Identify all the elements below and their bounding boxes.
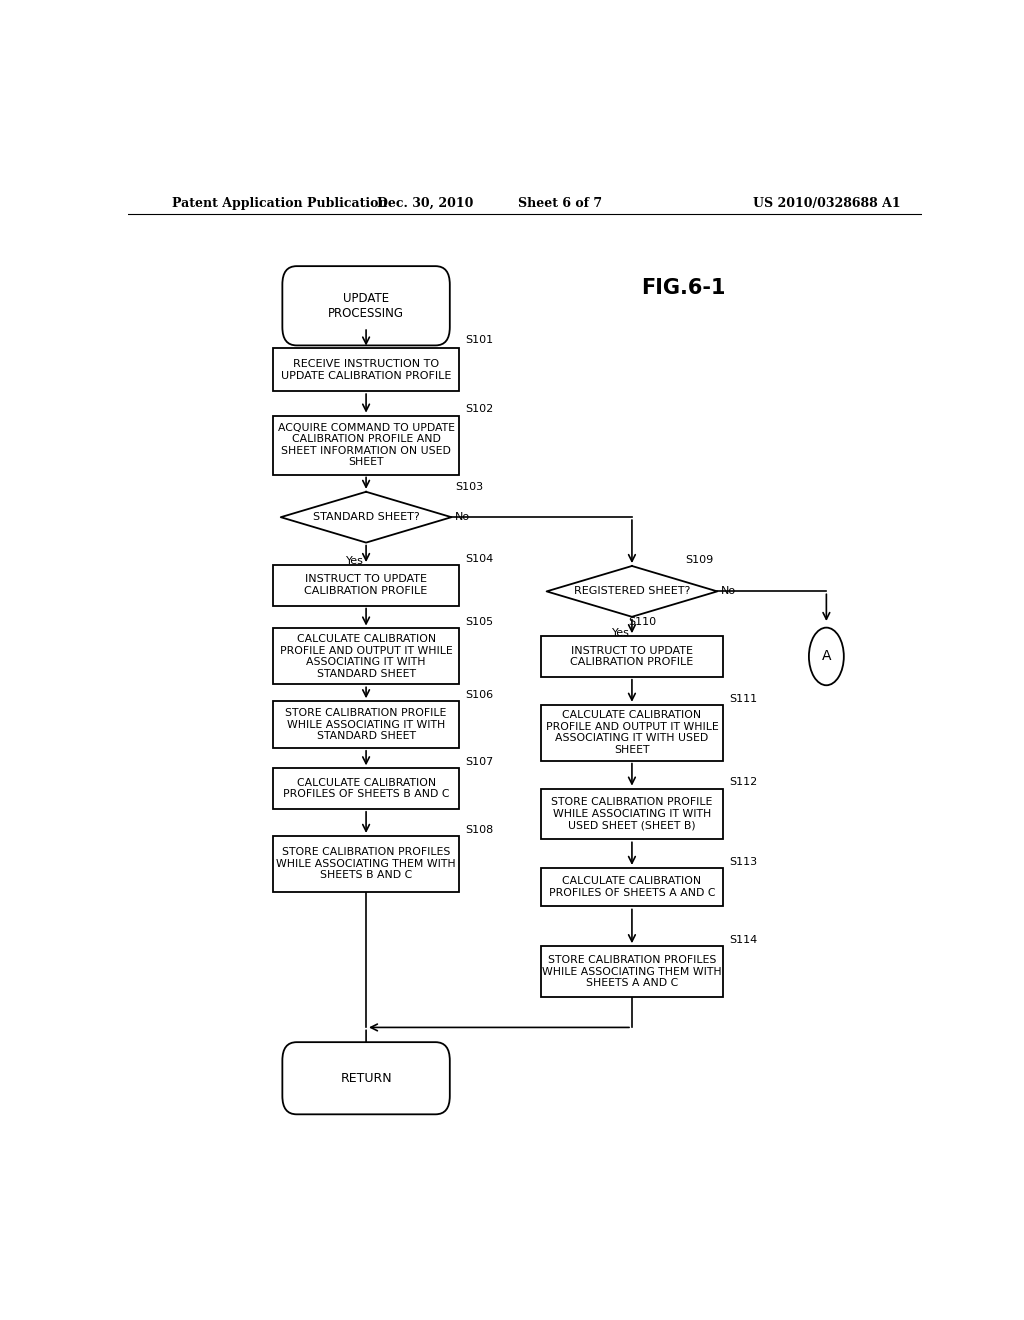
Polygon shape — [281, 492, 452, 543]
Text: Yes: Yes — [346, 556, 365, 566]
Text: FIG.6-1: FIG.6-1 — [641, 279, 726, 298]
Text: S101: S101 — [466, 335, 494, 346]
Text: No: No — [456, 512, 470, 523]
FancyBboxPatch shape — [283, 1043, 450, 1114]
Text: S106: S106 — [466, 690, 494, 700]
Text: INSTRUCT TO UPDATE
CALIBRATION PROFILE: INSTRUCT TO UPDATE CALIBRATION PROFILE — [304, 574, 428, 597]
Text: S103: S103 — [456, 482, 483, 491]
FancyBboxPatch shape — [541, 946, 723, 997]
FancyBboxPatch shape — [541, 636, 723, 677]
Text: Sheet 6 of 7: Sheet 6 of 7 — [518, 197, 602, 210]
Polygon shape — [547, 566, 717, 616]
Text: S105: S105 — [466, 618, 494, 627]
Text: RECEIVE INSTRUCTION TO
UPDATE CALIBRATION PROFILE: RECEIVE INSTRUCTION TO UPDATE CALIBRATIO… — [281, 359, 452, 380]
Text: No: No — [721, 586, 736, 597]
FancyBboxPatch shape — [283, 267, 450, 346]
Text: CALCULATE CALIBRATION
PROFILES OF SHEETS A AND C: CALCULATE CALIBRATION PROFILES OF SHEETS… — [549, 876, 715, 898]
Text: STORE CALIBRATION PROFILE
WHILE ASSOCIATING IT WITH
STANDARD SHEET: STORE CALIBRATION PROFILE WHILE ASSOCIAT… — [286, 708, 446, 741]
Text: S107: S107 — [466, 758, 494, 767]
Text: UPDATE
PROCESSING: UPDATE PROCESSING — [328, 292, 404, 319]
Text: REGISTERED SHEET?: REGISTERED SHEET? — [573, 586, 690, 597]
Text: ACQUIRE COMMAND TO UPDATE
CALIBRATION PROFILE AND
SHEET INFORMATION ON USED
SHEE: ACQUIRE COMMAND TO UPDATE CALIBRATION PR… — [278, 422, 455, 467]
Text: S114: S114 — [729, 935, 758, 945]
FancyBboxPatch shape — [272, 836, 460, 892]
Text: Yes: Yes — [612, 628, 630, 638]
Text: INSTRUCT TO UPDATE
CALIBRATION PROFILE: INSTRUCT TO UPDATE CALIBRATION PROFILE — [570, 645, 693, 667]
Text: S109: S109 — [685, 554, 714, 565]
Text: US 2010/0328688 A1: US 2010/0328688 A1 — [753, 197, 900, 210]
FancyBboxPatch shape — [272, 768, 460, 809]
Text: S112: S112 — [729, 777, 758, 788]
Text: CALCULATE CALIBRATION
PROFILE AND OUTPUT IT WHILE
ASSOCIATING IT WITH
STANDARD S: CALCULATE CALIBRATION PROFILE AND OUTPUT… — [280, 634, 453, 678]
FancyBboxPatch shape — [541, 788, 723, 840]
Text: Patent Application Publication: Patent Application Publication — [172, 197, 387, 210]
Text: S111: S111 — [729, 693, 758, 704]
Text: Dec. 30, 2010: Dec. 30, 2010 — [378, 197, 474, 210]
Text: CALCULATE CALIBRATION
PROFILES OF SHEETS B AND C: CALCULATE CALIBRATION PROFILES OF SHEETS… — [283, 777, 450, 800]
FancyBboxPatch shape — [541, 705, 723, 760]
Text: S108: S108 — [466, 825, 494, 834]
Text: STORE CALIBRATION PROFILES
WHILE ASSOCIATING THEM WITH
SHEETS A AND C: STORE CALIBRATION PROFILES WHILE ASSOCIA… — [542, 954, 722, 989]
FancyBboxPatch shape — [272, 701, 460, 748]
Text: S102: S102 — [466, 404, 494, 414]
FancyBboxPatch shape — [272, 565, 460, 606]
Text: STORE CALIBRATION PROFILE
WHILE ASSOCIATING IT WITH
USED SHEET (SHEET B): STORE CALIBRATION PROFILE WHILE ASSOCIAT… — [551, 797, 713, 830]
FancyBboxPatch shape — [272, 416, 460, 474]
Text: RETURN: RETURN — [340, 1072, 392, 1085]
Text: S104: S104 — [466, 554, 494, 564]
Ellipse shape — [809, 627, 844, 685]
Text: CALCULATE CALIBRATION
PROFILE AND OUTPUT IT WHILE
ASSOCIATING IT WITH USED
SHEET: CALCULATE CALIBRATION PROFILE AND OUTPUT… — [546, 710, 718, 755]
Text: S110: S110 — [628, 616, 656, 627]
FancyBboxPatch shape — [541, 867, 723, 907]
Text: STANDARD SHEET?: STANDARD SHEET? — [312, 512, 420, 523]
Text: A: A — [821, 649, 831, 664]
FancyBboxPatch shape — [272, 628, 460, 684]
Text: S113: S113 — [729, 857, 758, 867]
FancyBboxPatch shape — [272, 348, 460, 391]
Text: STORE CALIBRATION PROFILES
WHILE ASSOCIATING THEM WITH
SHEETS B AND C: STORE CALIBRATION PROFILES WHILE ASSOCIA… — [276, 847, 456, 880]
